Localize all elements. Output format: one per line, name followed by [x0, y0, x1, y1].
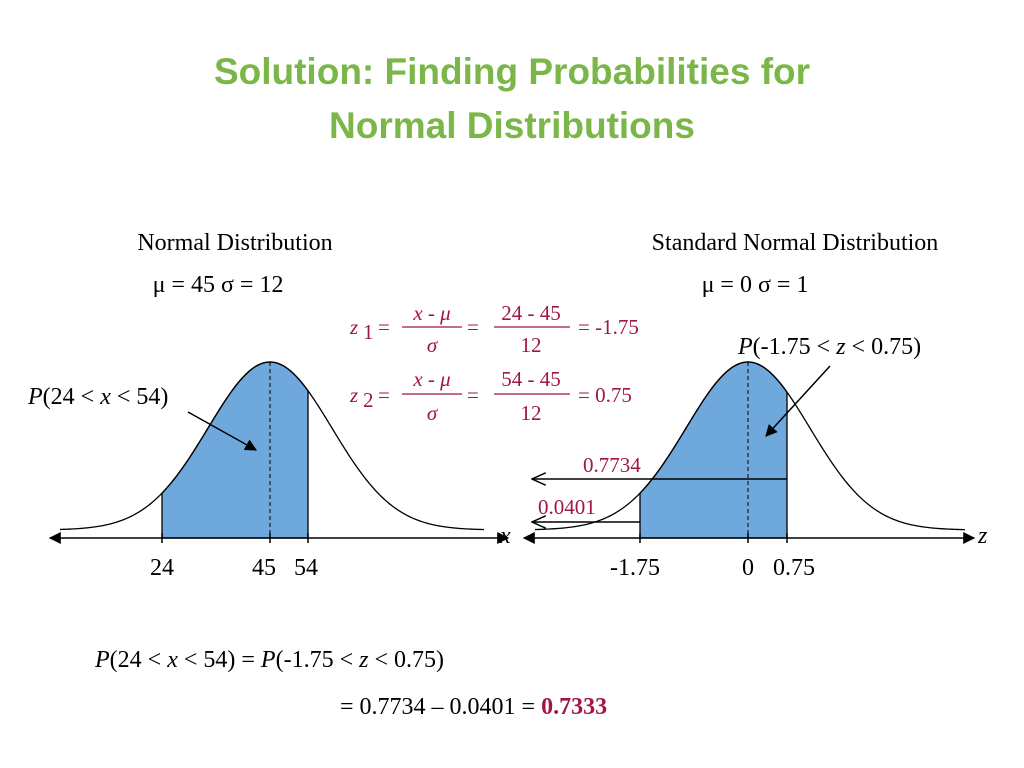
shaded-area — [161, 361, 309, 539]
text: 0.7333 — [541, 694, 607, 720]
text: < 0.75) — [846, 334, 922, 360]
text: σ — [427, 333, 439, 357]
text: x — [166, 647, 178, 673]
conclusion-line: P(24 < x < 54) = P(-1.75 < z < 0.75) — [94, 647, 444, 673]
text: σ — [427, 401, 439, 425]
title: Normal Distributions — [329, 105, 695, 146]
axis-var: z — [977, 523, 988, 549]
text: P — [27, 384, 43, 410]
area-label: 0.0401 — [538, 495, 596, 519]
text: 12 — [521, 333, 542, 357]
curves — [59, 361, 966, 539]
text: P — [260, 647, 276, 673]
text: = — [467, 383, 479, 407]
conclusion-line: = 0.7734 – 0.0401 = 0.7333 — [340, 694, 607, 720]
params: μ = 0 σ = 1 — [702, 272, 809, 298]
heading: Normal Distribution — [137, 230, 332, 256]
text: z — [349, 383, 358, 407]
curve — [534, 361, 966, 531]
text: (24 < — [43, 384, 101, 410]
pointer — [187, 411, 258, 451]
params: μ = 45 σ = 12 — [153, 272, 284, 298]
text: 1 — [363, 320, 374, 344]
text: = — [378, 315, 390, 339]
text: P — [94, 647, 110, 673]
text: 12 — [521, 401, 542, 425]
tick-label: -1.75 — [610, 555, 660, 581]
text: = — [467, 315, 479, 339]
text: (-1.75 < — [276, 647, 360, 673]
tick-label: 0 — [742, 555, 754, 581]
title: Solution: Finding Probabilities for — [214, 51, 810, 92]
tick-label: 45 — [252, 555, 276, 581]
text: = — [378, 383, 390, 407]
text: < 0.75) — [368, 647, 444, 673]
formula-z2: z 2 = x - μ σ = 54 - 45 12 = 0.75 — [349, 367, 632, 425]
text: 2 — [363, 388, 374, 412]
text: < 54) — [111, 384, 169, 410]
text: P — [737, 334, 753, 360]
region-label: P(24 < x < 54) — [27, 384, 168, 410]
area-label: 0.7734 — [583, 453, 641, 477]
tick-label: 24 — [150, 555, 174, 581]
tick-label: 54 — [294, 555, 318, 581]
text: = 0.75 — [578, 383, 632, 407]
curve — [59, 361, 485, 531]
text: (24 < — [110, 647, 168, 673]
pointer — [765, 365, 831, 437]
text: 24 - 45 — [501, 301, 561, 325]
text: (-1.75 < — [753, 334, 837, 360]
heading: Standard Normal Distribution — [652, 230, 939, 256]
text: z — [349, 315, 358, 339]
region-label: P(-1.75 < z < 0.75) — [737, 334, 921, 360]
text: < 54) = — [178, 647, 261, 673]
text: 54 - 45 — [501, 367, 561, 391]
text: x — [99, 384, 111, 410]
text: = -1.75 — [578, 315, 639, 339]
tick-label: 0.75 — [773, 555, 815, 581]
axis-var: x — [499, 523, 511, 549]
formula-z1: z 1 = x - μ σ = 24 - 45 12 = -1.75 — [349, 301, 639, 357]
shaded-area — [639, 361, 788, 539]
text: z — [358, 647, 369, 673]
text: z — [835, 334, 846, 360]
text: = 0.7734 – 0.0401 = — [340, 694, 541, 720]
text: x - μ — [412, 367, 450, 391]
text: x - μ — [412, 301, 450, 325]
